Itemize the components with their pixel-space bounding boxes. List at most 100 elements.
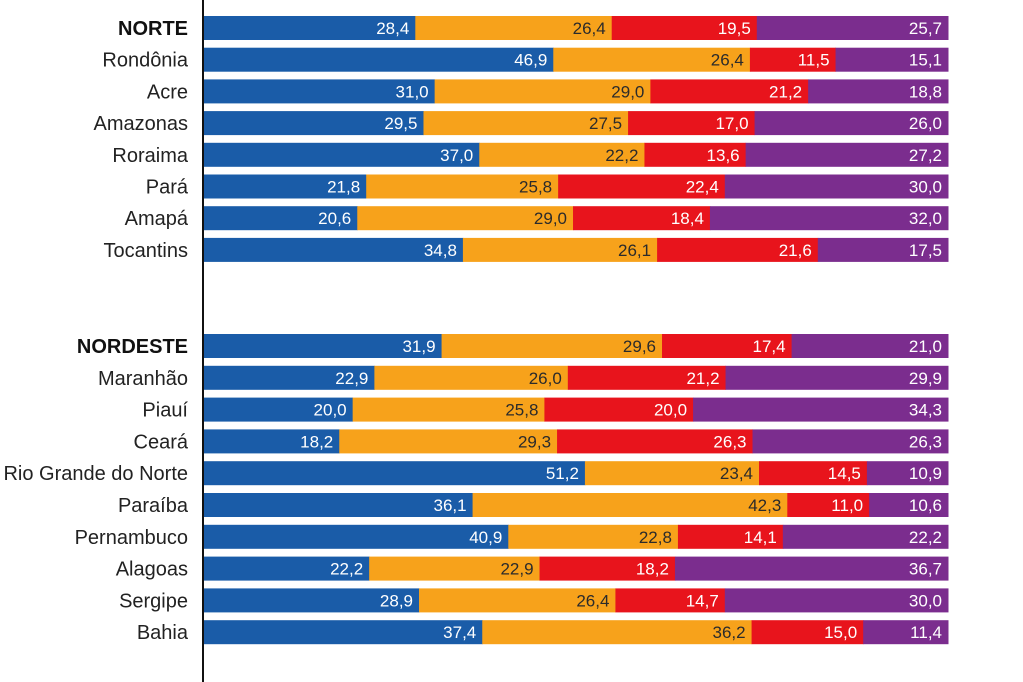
data-label: 10,9	[909, 464, 942, 483]
bar-segment	[462, 237, 658, 262]
data-label: 21,0	[909, 337, 942, 356]
bar-segment	[204, 493, 474, 517]
bar-segment	[204, 556, 370, 581]
data-label: 15,1	[909, 51, 942, 70]
state-label: Pará	[146, 177, 189, 199]
data-label: 21,2	[686, 369, 719, 388]
data-label: 25,8	[505, 401, 538, 420]
data-label: 13,6	[707, 146, 740, 165]
bar-segment	[369, 556, 541, 581]
data-label: 22,9	[335, 369, 368, 388]
chart-group-1: NORTE 28,4 26,4 19,5 25,7 Rondônia 46,9 26,4 11,…	[94, 16, 949, 262]
bar-segment	[204, 47, 554, 72]
bar-segment	[751, 620, 864, 645]
data-label: 23,4	[720, 464, 753, 483]
bar-segment	[441, 334, 663, 358]
bar-segment	[745, 142, 949, 167]
data-label: 10,6	[909, 496, 942, 515]
data-label: 17,0	[715, 114, 748, 133]
bar-segment	[662, 334, 793, 358]
region-label: NORTE	[118, 18, 188, 40]
bar-segment	[817, 237, 949, 262]
state-label: Amapá	[125, 208, 189, 230]
bar-segment	[539, 556, 676, 581]
data-label: 21,6	[779, 241, 812, 260]
bar-segment	[204, 397, 354, 422]
bar-segment	[573, 206, 711, 231]
state-label: Pernambuco	[75, 527, 188, 549]
data-label: 36,2	[712, 623, 745, 642]
bar-segment	[567, 365, 727, 390]
bar-segment	[204, 524, 509, 549]
bar-segment	[674, 556, 949, 581]
data-label: 29,0	[611, 82, 644, 101]
bar-segment	[835, 47, 949, 72]
bar-segment	[374, 365, 569, 390]
data-label: 26,0	[909, 114, 942, 133]
data-label: 32,0	[909, 209, 942, 228]
data-label: 20,0	[314, 401, 347, 420]
bar-segment	[791, 334, 949, 358]
state-label: Piauí	[142, 400, 188, 422]
data-label: 34,3	[909, 401, 942, 420]
bar-segment	[482, 620, 753, 645]
bar-segment	[204, 588, 420, 613]
data-label: 34,8	[424, 241, 457, 260]
bar-segment	[204, 620, 483, 645]
bar-segment	[650, 79, 809, 104]
chart-group-2: NORDESTE 31,9 29,6 17,4 21,0 Maranhão 22,9 26,0…	[3, 334, 949, 645]
bar-segment	[759, 461, 868, 486]
data-label: 11,5	[798, 51, 830, 70]
data-label: 29,5	[384, 114, 417, 133]
state-label: Roraima	[112, 145, 188, 167]
data-label: 26,4	[576, 591, 609, 610]
data-label: 20,0	[654, 401, 687, 420]
data-label: 37,4	[443, 623, 476, 642]
data-label: 42,3	[748, 496, 781, 515]
bar-segment	[657, 237, 819, 262]
data-label: 26,4	[573, 19, 606, 38]
bar-segment	[423, 111, 629, 136]
bar-segment	[508, 524, 679, 549]
data-label: 29,9	[909, 369, 942, 388]
data-label: 14,5	[828, 464, 861, 483]
bar-segment	[866, 461, 949, 486]
bar-segment	[204, 365, 375, 390]
bar-segment	[558, 174, 726, 199]
state-label: Amazonas	[94, 113, 189, 135]
data-label: 17,5	[909, 241, 942, 260]
data-label: 18,2	[300, 432, 333, 451]
bar-segment	[415, 16, 613, 40]
data-label: 25,7	[909, 19, 942, 38]
state-label: Rio Grande do Norte	[3, 463, 188, 485]
data-label: 40,9	[469, 528, 502, 547]
data-label: 26,1	[618, 241, 651, 260]
bar-segment	[725, 365, 949, 390]
data-label: 22,2	[330, 560, 363, 579]
data-label: 17,4	[753, 337, 786, 356]
bar-segment	[204, 206, 358, 231]
data-label: 31,0	[396, 82, 429, 101]
data-label: 27,5	[589, 114, 622, 133]
data-label: 29,0	[534, 209, 567, 228]
bar-segment	[339, 429, 558, 454]
data-label: 22,4	[686, 178, 719, 197]
bar-segment	[557, 429, 754, 454]
state-label: Maranhão	[98, 368, 188, 390]
data-label: 51,2	[546, 464, 579, 483]
data-label: 30,0	[909, 178, 942, 197]
state-label: Rondônia	[102, 50, 189, 72]
bar-segment	[754, 111, 949, 136]
bar-segment	[611, 16, 758, 40]
bar-segment	[204, 429, 340, 454]
bar-segment	[204, 461, 586, 486]
bar-segment	[724, 174, 949, 199]
data-label: 20,6	[318, 209, 351, 228]
data-label: 18,8	[909, 82, 942, 101]
state-label: Sergipe	[119, 590, 188, 612]
bar-segment	[787, 493, 870, 517]
bar-segment	[709, 206, 949, 231]
data-label: 22,2	[909, 528, 942, 547]
bar-segment	[756, 16, 949, 40]
